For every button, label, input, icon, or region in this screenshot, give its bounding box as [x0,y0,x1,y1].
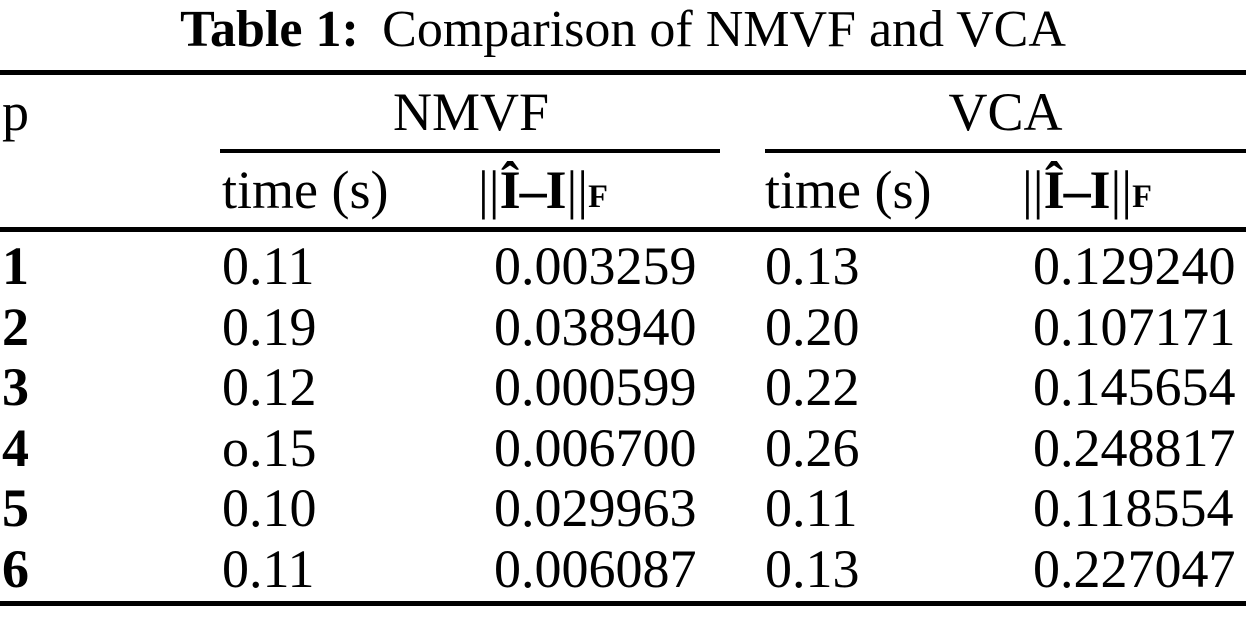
cell-vca-error: 0.118554 [1033,478,1234,539]
table-body: 1 0.11 0.003259 0.13 0.129240 2 0.19 0.0… [0,236,1246,599]
cell-vca-time: 0.13 [765,236,860,297]
norm-close-bars: || [1110,160,1133,220]
cell-p: 5 [2,478,29,539]
cell-vca-time: 0.13 [765,538,860,599]
table-subheader-row: time (s) || Î – I || F time (s) || Î – I || F [0,155,1246,225]
cell-vca-error: 0.145654 [1033,357,1236,418]
table-header-rule [0,227,1246,232]
norm-open-bars: || [1022,160,1044,220]
column-group-vca: VCA [948,82,1063,142]
table-row: 2 0.19 0.038940 0.20 0.107171 [0,297,1246,358]
cell-vca-error: 0.227047 [1033,538,1236,599]
table-row: 1 0.11 0.003259 0.13 0.129240 [0,236,1246,297]
cell-p: 6 [2,538,29,599]
cell-nmvf-time: 0.10 [222,478,317,539]
cell-p: 1 [2,236,29,297]
cell-nmvf-error: 0.003259 [494,236,697,297]
cell-vca-time: 0.11 [765,478,858,539]
table-caption-text: Comparison of NMVF and VCA [382,1,1066,58]
cell-vca-time: 0.20 [765,296,860,357]
cell-vca-error: 0.107171 [1033,296,1236,357]
nmvf-frobenius-norm-header: || Î – I || F [478,155,608,225]
table-caption-label: Table 1: [180,1,359,58]
table-row: 4 o.15 0.006700 0.26 0.248817 [0,418,1246,479]
cell-p: 3 [2,357,29,418]
table-row: 6 0.11 0.006087 0.13 0.227047 [0,539,1246,600]
cell-nmvf-time: 0.12 [222,357,317,418]
norm-subscript-f: F [1132,178,1152,215]
cell-vca-error: 0.248817 [1033,417,1236,478]
cell-nmvf-error: 0.000599 [494,357,697,418]
norm-minus: – [519,160,547,220]
cell-nmvf-time: 0.19 [222,296,317,357]
table-top-rule [0,70,1246,75]
nmvf-time-header: time (s) [222,160,389,220]
table-row: 3 0.12 0.000599 0.22 0.145654 [0,357,1246,418]
nmvf-cmidrule [220,149,720,153]
vca-time-header: time (s) [765,160,932,220]
cell-vca-time: 0.26 [765,417,860,478]
cell-p: 2 [2,296,29,357]
table-row: 5 0.10 0.029963 0.11 0.118554 [0,478,1246,539]
cell-p: 4 [2,417,29,478]
norm-i: I [1089,160,1111,220]
cell-nmvf-error: 0.006087 [494,538,697,599]
norm-i-hat: Î [1043,160,1065,220]
norm-minus: – [1063,160,1091,220]
cell-nmvf-time: o.15 [222,417,317,478]
column-group-nmvf: NMVF [392,82,550,142]
norm-subscript-f: F [588,178,608,215]
table-header-group-row: p NMVF VCA [0,77,1246,147]
cell-nmvf-time: 0.11 [222,236,315,297]
column-header-p: p [2,82,29,142]
cell-nmvf-error: 0.006700 [494,417,697,478]
norm-i-hat: Î [499,160,521,220]
norm-open-bars: || [478,160,500,220]
norm-i: I [545,160,567,220]
table-caption: Table 1: Comparison of NMVF and VCA [0,0,1246,70]
cell-vca-time: 0.22 [765,357,860,418]
vca-frobenius-norm-header: || Î – I || F [1022,155,1152,225]
cell-nmvf-error: 0.038940 [494,296,697,357]
vca-cmidrule [765,149,1246,153]
cell-nmvf-time: 0.11 [222,538,315,599]
cell-nmvf-error: 0.029963 [494,478,697,539]
table-bottom-rule [0,601,1246,606]
norm-close-bars: || [566,160,589,220]
cell-vca-error: 0.129240 [1033,236,1236,297]
